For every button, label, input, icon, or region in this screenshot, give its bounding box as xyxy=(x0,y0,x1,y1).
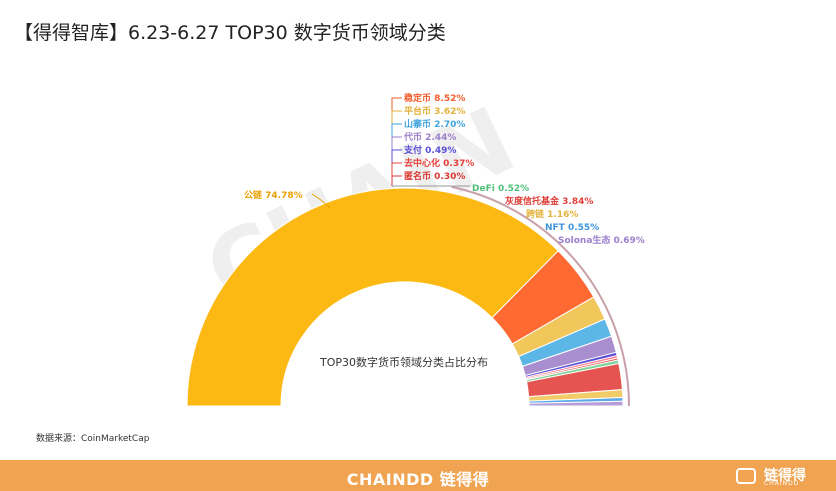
chart-labels: 公链 74.78% 稳定币 8.52%平台币 3.62%山寨币 2.70%代币 2… xyxy=(244,92,645,246)
footer-logo-sub: CHAINDD xyxy=(764,480,800,487)
slice-label-11: NFT 0.55% xyxy=(545,223,599,233)
slice-label-7: 匿名币 0.30% xyxy=(404,170,465,182)
slice-label-0: 公链 74.78% xyxy=(244,189,303,201)
leader-4 xyxy=(391,136,402,186)
slice-label-2: 平台币 3.62% xyxy=(404,105,465,117)
leader-0 xyxy=(311,193,331,209)
data-source: 数据来源：CoinMarketCap xyxy=(36,434,150,444)
leader-6 xyxy=(391,162,402,186)
slice-label-5: 支付 0.49% xyxy=(403,144,456,156)
leader-3 xyxy=(391,123,402,186)
leader-7 xyxy=(391,175,402,186)
chart-leader-lines xyxy=(311,97,470,209)
footer-brand: CHAINDD 链得得 xyxy=(346,470,490,489)
chain-logo-icon xyxy=(736,468,756,484)
chart-title: TOP30数字货币领域分类占比分布 xyxy=(319,355,488,369)
leader-5 xyxy=(391,149,402,186)
footer-logo-name: 链得得 xyxy=(764,468,806,484)
slice-label-6: 去中心化 0.37% xyxy=(404,157,474,169)
chart-slices xyxy=(186,185,630,407)
slice-label-8: DeFi 0.52% xyxy=(472,184,529,194)
slice-label-3: 山寨币 2.70% xyxy=(404,118,465,130)
slice-label-1: 稳定币 8.52% xyxy=(404,92,465,104)
slice-12 xyxy=(528,400,624,407)
footer-logo: 链得得 CHAINDD xyxy=(736,466,826,488)
footer-bar: CHAINDD 链得得 链得得 CHAINDD xyxy=(0,460,836,491)
slice-label-12: Solona生态 0.69% xyxy=(558,234,645,246)
slice-label-9: 灰度信托基金 3.84% xyxy=(505,195,593,207)
half-donut-chart: 公链 74.78% 稳定币 8.52%平台币 3.62%山寨币 2.70%代币 2… xyxy=(186,92,645,407)
leader-2 xyxy=(391,110,402,186)
slice-0 xyxy=(186,187,559,407)
outer-rim xyxy=(451,185,630,407)
page-title: 【得得智库】6.23-6.27 TOP30 数字货币领域分类 xyxy=(14,22,446,44)
slice-label-4: 代币 2.44% xyxy=(403,131,456,143)
slice-label-10: 跨链 1.16% xyxy=(526,208,578,220)
